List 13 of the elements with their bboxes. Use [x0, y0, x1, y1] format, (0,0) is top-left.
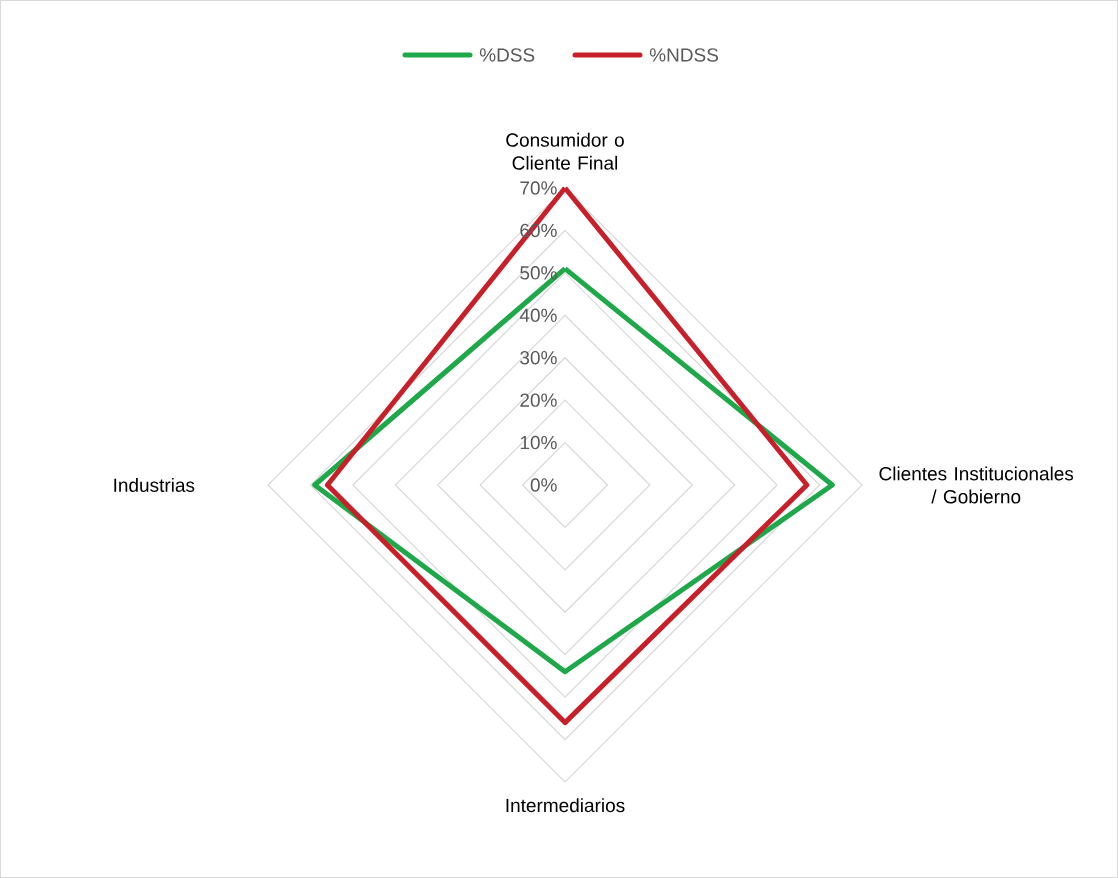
- spoke-label: Clientes Institucionales / Gobierno: [879, 466, 1074, 504]
- legend-label: %DSS: [479, 48, 535, 62]
- y-tick-label: 30%: [520, 350, 557, 365]
- legend-label: %NDSS: [649, 48, 718, 62]
- y-tick-label: 0%: [530, 478, 557, 492]
- y-tick-label: 70%: [520, 181, 557, 195]
- spoke-label: Consumidor o Cliente Final: [506, 132, 624, 170]
- y-tick-label: 40%: [519, 308, 557, 323]
- y-tick-label: 50%: [520, 266, 557, 280]
- y-tick-label: 20%: [520, 393, 557, 407]
- spoke-label: Intermediarios: [506, 798, 625, 813]
- y-tick-label: 10%: [520, 435, 557, 450]
- spoke-label: Industrias: [114, 478, 195, 492]
